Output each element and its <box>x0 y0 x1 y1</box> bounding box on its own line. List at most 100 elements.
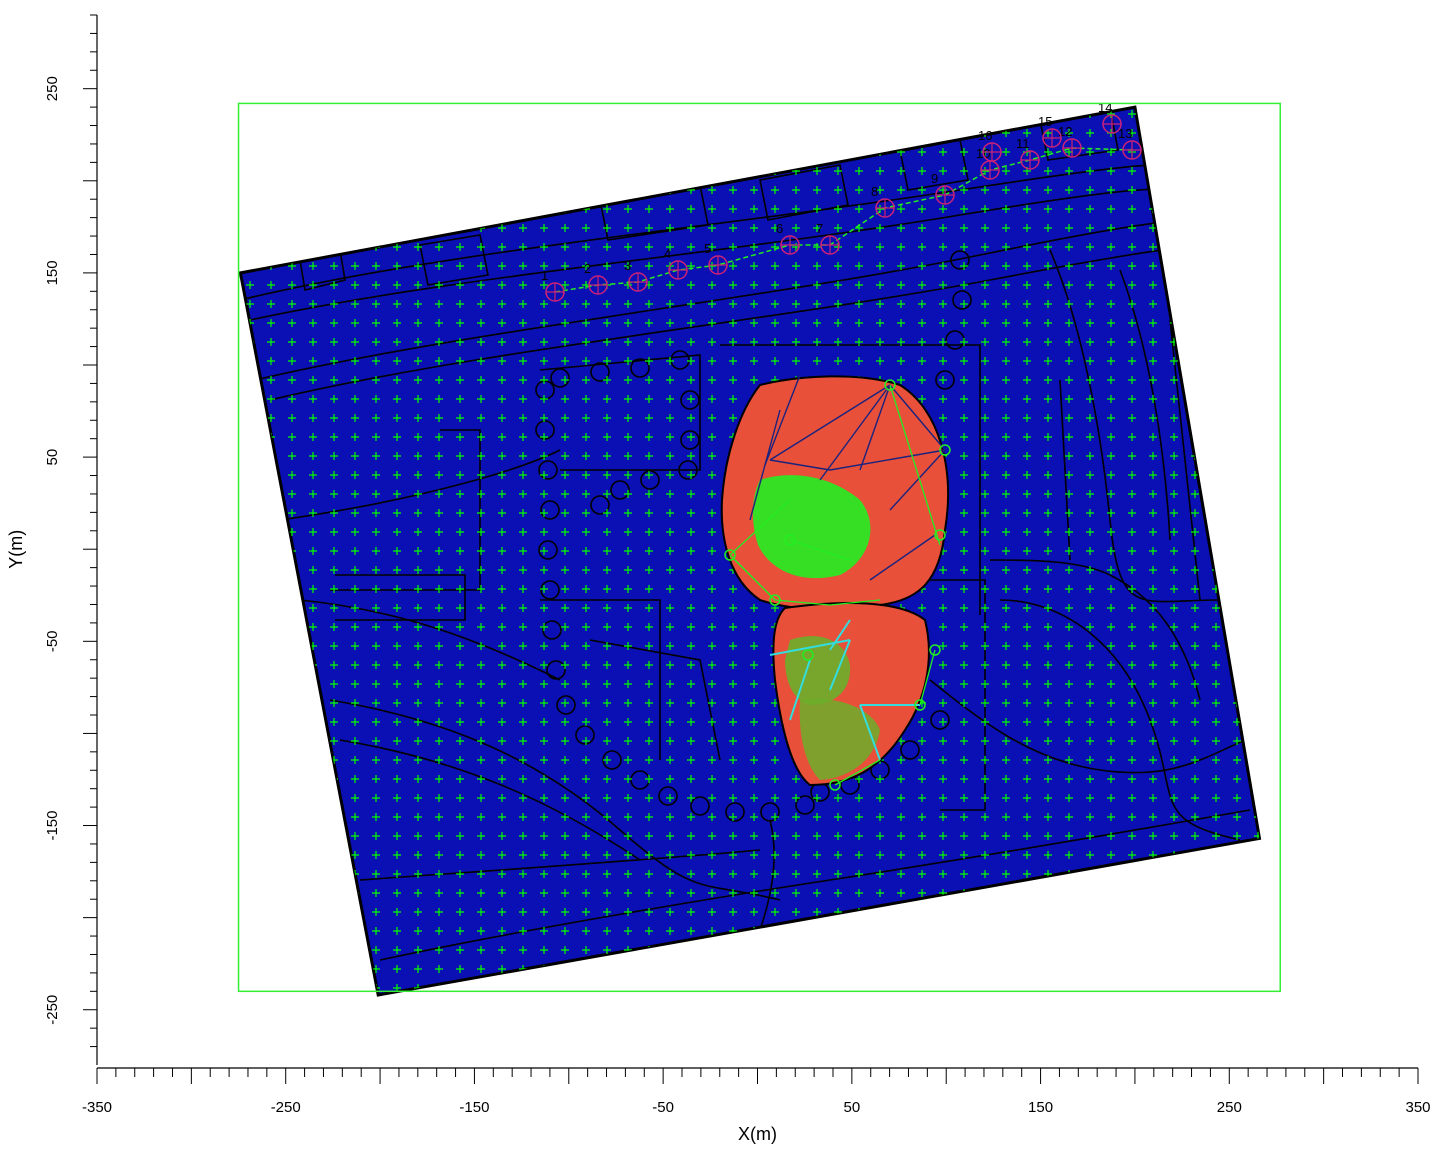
grid-marker <box>1149 376 1157 384</box>
grid-marker <box>477 300 485 308</box>
grid-marker <box>1044 851 1052 859</box>
grid-marker <box>855 813 863 821</box>
grid-marker <box>414 832 422 840</box>
tree-marker <box>640 470 660 490</box>
grid-marker <box>603 775 611 783</box>
grid-marker <box>519 642 527 650</box>
grid-marker <box>1023 205 1031 213</box>
grid-marker <box>1149 433 1157 441</box>
grid-marker <box>372 452 380 460</box>
grid-marker <box>1065 756 1073 764</box>
grid-marker <box>645 699 653 707</box>
grid-marker <box>1128 357 1136 365</box>
grid-marker <box>750 813 758 821</box>
grid-marker <box>330 946 338 954</box>
grid-marker <box>309 889 317 897</box>
grid-marker <box>288 699 296 707</box>
grid-marker <box>708 927 716 935</box>
grid-marker <box>498 205 506 213</box>
grid-marker <box>456 718 464 726</box>
grid-marker <box>1170 205 1178 213</box>
grid-marker <box>372 547 380 555</box>
grid-marker <box>834 262 842 270</box>
grid-marker <box>1023 281 1031 289</box>
grid-marker <box>687 205 695 213</box>
grid-marker <box>1023 357 1031 365</box>
grid-marker <box>624 243 632 251</box>
grid-marker <box>246 718 254 726</box>
grid-marker <box>1149 243 1157 251</box>
grid-marker <box>1086 528 1094 536</box>
grid-marker <box>435 300 443 308</box>
grid-marker <box>687 908 695 916</box>
grid-marker <box>1107 547 1115 555</box>
receiver-crosshair <box>1063 139 1081 157</box>
grid-marker <box>1044 680 1052 688</box>
grid-marker <box>393 908 401 916</box>
grid-marker <box>498 547 506 555</box>
grid-marker <box>498 813 506 821</box>
grid-marker <box>939 794 947 802</box>
grid-marker <box>897 186 905 194</box>
grid-marker <box>393 452 401 460</box>
grid-marker <box>1233 129 1241 137</box>
grid-marker <box>1233 148 1241 156</box>
grid-marker <box>267 794 275 802</box>
grid-marker <box>624 642 632 650</box>
grid-marker <box>1023 338 1031 346</box>
grid-marker <box>393 338 401 346</box>
grid-marker <box>246 357 254 365</box>
grid-marker <box>477 718 485 726</box>
grid-marker <box>834 205 842 213</box>
grid-marker <box>981 585 989 593</box>
grid-marker <box>729 167 737 175</box>
grid-marker <box>414 148 422 156</box>
grid-marker <box>687 528 695 536</box>
grid-marker <box>1191 566 1199 574</box>
grid-marker <box>309 680 317 688</box>
grid-marker <box>1212 604 1220 612</box>
grid-marker <box>498 870 506 878</box>
grid-marker <box>939 680 947 688</box>
grid-marker <box>1128 889 1136 897</box>
grid-marker <box>792 281 800 289</box>
grid-marker <box>351 91 359 99</box>
grid-marker <box>1002 186 1010 194</box>
grid-marker <box>393 566 401 574</box>
grid-marker <box>582 129 590 137</box>
grid-marker <box>540 205 548 213</box>
grid-marker <box>309 566 317 574</box>
grid-marker <box>267 870 275 878</box>
grid-marker <box>918 946 926 954</box>
grid-marker <box>393 585 401 593</box>
grid-marker <box>645 509 653 517</box>
grid-marker <box>309 262 317 270</box>
grid-marker <box>393 186 401 194</box>
grid-marker <box>1191 604 1199 612</box>
grid-marker <box>981 794 989 802</box>
grid-marker <box>582 623 590 631</box>
grid-marker <box>1254 889 1260 897</box>
grid-marker <box>1002 908 1010 916</box>
grid-marker <box>414 281 422 289</box>
grid-marker <box>435 965 443 973</box>
grid-marker <box>1023 794 1031 802</box>
grid-marker <box>519 471 527 479</box>
grid-marker <box>351 129 359 137</box>
grid-marker <box>750 604 758 612</box>
grid-marker <box>771 148 779 156</box>
grid-marker <box>519 490 527 498</box>
grid-marker <box>519 908 527 916</box>
grid-marker <box>813 319 821 327</box>
grid-marker <box>750 91 758 99</box>
grid-marker <box>1254 262 1260 270</box>
grid-marker <box>645 794 653 802</box>
grid-marker <box>1023 870 1031 878</box>
grid-marker <box>939 357 947 365</box>
grid-marker <box>624 376 632 384</box>
grid-marker <box>435 756 443 764</box>
grid-marker <box>309 585 317 593</box>
grid-marker <box>792 794 800 802</box>
grid-marker <box>939 756 947 764</box>
grid-marker <box>645 547 653 555</box>
